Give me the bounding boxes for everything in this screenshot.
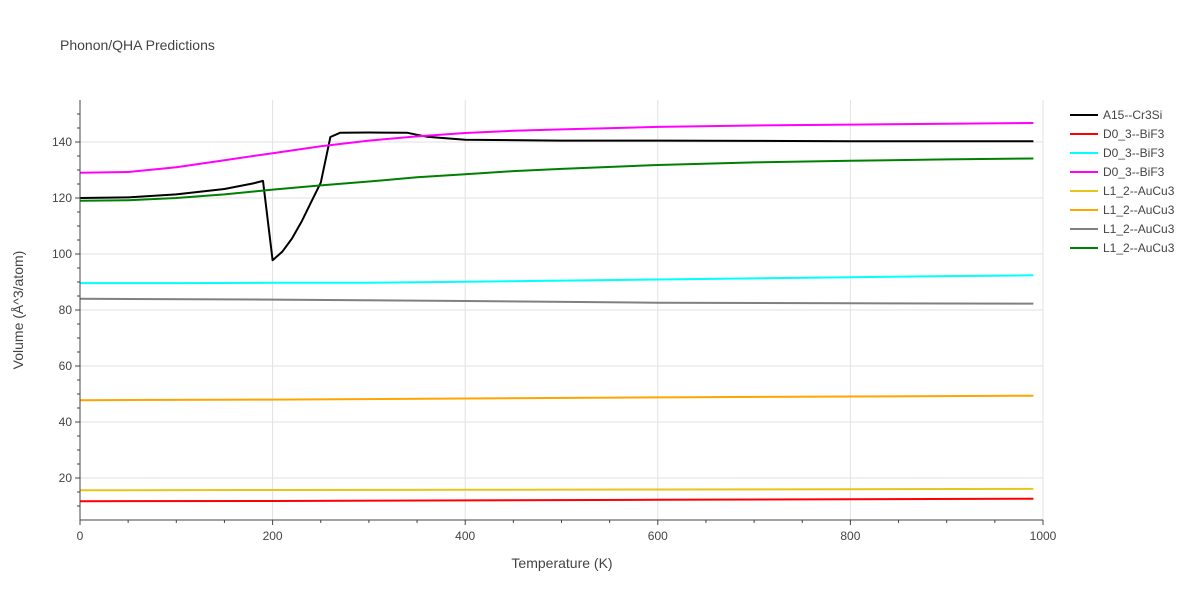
grid-lines — [79, 100, 1044, 520]
x-tick-label: 800 — [840, 529, 860, 543]
x-tick-label: 0 — [77, 529, 84, 543]
y-tick-label: 120 — [52, 191, 72, 205]
legend-item-label[interactable]: L1_2--AuCu3 — [1103, 203, 1175, 217]
y-tick-label: 40 — [59, 415, 73, 429]
y-tick-label: 20 — [59, 471, 73, 485]
y-tick-label: 60 — [59, 359, 73, 373]
legend-item-label[interactable]: D0_3--BiF3 — [1103, 127, 1165, 141]
y-tick-label: 140 — [52, 135, 72, 149]
legend-item-label[interactable]: L1_2--AuCu3 — [1103, 222, 1175, 236]
chart-title: Phonon/QHA Predictions — [60, 37, 215, 53]
x-tick-label: 400 — [455, 529, 475, 543]
series-line-3 — [80, 274, 1034, 285]
legend-item-label[interactable]: A15--Cr3Si — [1103, 108, 1162, 122]
y-tick-label: 80 — [59, 303, 73, 317]
series-line-5 — [79, 487, 1034, 492]
series-line-4 — [79, 122, 1034, 174]
series-line-8 — [79, 157, 1034, 202]
x-axis-label: Temperature (K) — [511, 555, 612, 571]
legend-item-label[interactable]: L1_2--AuCu3 — [1103, 184, 1175, 198]
axes: 0 200 400 600 800 1000 20 40 60 80 100 120 140 — [52, 100, 1057, 543]
legend-item-label[interactable]: D0_3--BiF3 — [1103, 165, 1165, 179]
series-line-7 — [79, 297, 1034, 305]
series-lines — [79, 122, 1034, 503]
legend-item-label[interactable]: D0_3--BiF3 — [1103, 146, 1165, 160]
y-tick-label: 100 — [52, 247, 72, 261]
legend-item-label[interactable]: L1_2--AuCu3 — [1103, 241, 1175, 255]
x-tick-label: 600 — [648, 529, 668, 543]
x-tick-label: 200 — [263, 529, 283, 543]
legend: A15--Cr3Si D0_3--BiF3 D0_3--BiF3 D0_3--BiF3… — [1070, 108, 1175, 255]
y-axis-label: Volume (Å^3/atom) — [10, 251, 26, 370]
series-line-6 — [79, 394, 1034, 402]
series-line-2 — [79, 497, 1034, 503]
series-line-1 — [79, 131, 1034, 262]
x-tick-label: 1000 — [1030, 529, 1057, 543]
